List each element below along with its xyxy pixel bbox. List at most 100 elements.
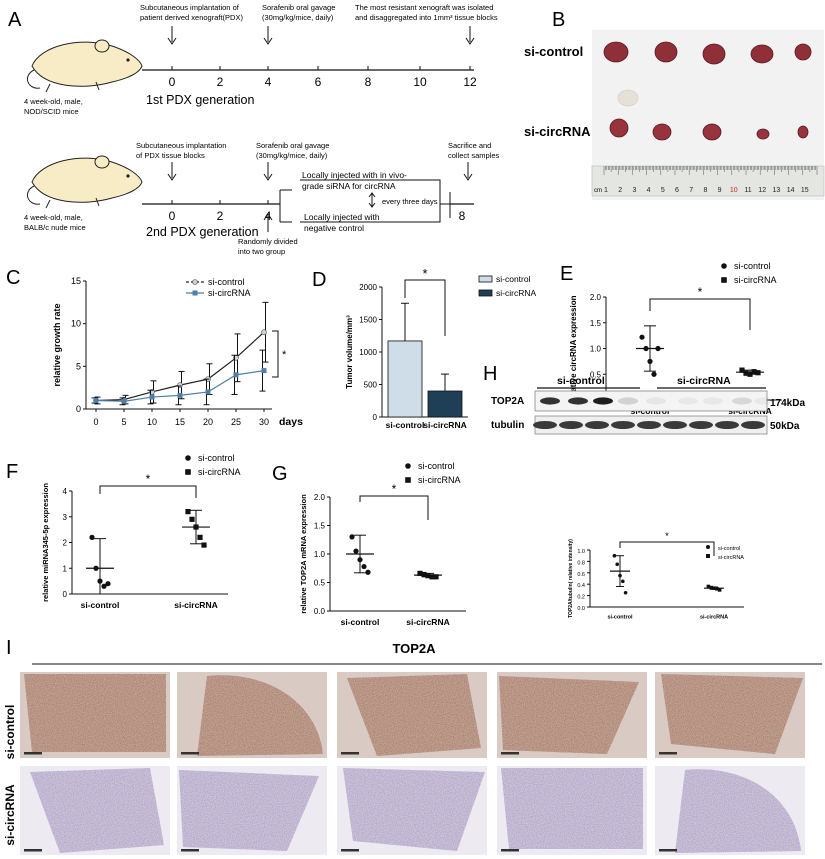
tumor-control: [750, 44, 774, 64]
panel-i: I TOP2A si-control si-circRNA: [3, 637, 822, 855]
legend-label: si-circRNA: [734, 275, 777, 285]
significance-star: *: [282, 349, 287, 361]
gen1-tick-label: 4: [265, 75, 272, 89]
ihc-tissue-base: [675, 769, 801, 853]
legend-label: si-circRNA: [198, 467, 241, 477]
gen1-tick-label: 8: [365, 75, 372, 89]
arrow-drug-2: [263, 162, 273, 181]
ihc-tissue: [661, 674, 803, 754]
data-point: [93, 565, 99, 571]
ruler-number: 3: [632, 187, 636, 194]
ruler-number: 6: [675, 187, 679, 194]
tumor-circrna: [797, 125, 809, 139]
data-point: [715, 586, 719, 591]
legend-swatch: [478, 289, 493, 297]
x-category-label: si-circRNA: [423, 420, 466, 430]
random-note-2: into two group: [238, 247, 285, 256]
data-point: [739, 367, 745, 373]
mouse1-line1: 4 week-old, male,: [24, 97, 83, 106]
x-category-label: si-control: [386, 420, 425, 430]
mouse2-line1: 4 week-old, male,: [24, 213, 83, 222]
y-tick-label: 15: [71, 276, 81, 286]
y-axis-label: TOP2A/tubulin( relative intensity): [568, 539, 574, 618]
panel-d: D 0 500 1000 1500 2000 Tumor volume/mm³ si-cont…: [312, 266, 536, 430]
y-tick-label: 5: [76, 361, 81, 371]
scale-bar: [501, 849, 519, 852]
legend-label: si-circRNA: [418, 475, 461, 485]
significance-bracket: [619, 541, 715, 556]
legend-label: si-control: [208, 277, 245, 287]
gen1-tick-label: 2: [217, 75, 224, 89]
panel-letter: F: [6, 461, 18, 483]
scale-bar: [181, 849, 199, 852]
y-tick-label: 0.5: [314, 579, 326, 588]
x-tick-label: 15: [175, 417, 185, 427]
series-line: [95, 331, 265, 402]
legend-label: si-control: [734, 261, 771, 271]
ruler-number: 4: [647, 187, 651, 194]
data-point: [639, 334, 645, 340]
timeline-1-ticks: 0 2 4 6 8 10 12: [169, 66, 477, 89]
gen2-implant-note-2: of PDX tissue blocks: [136, 151, 205, 160]
legend-swatch: [478, 275, 493, 283]
ihc-tissue-base: [343, 768, 485, 851]
data-point: [425, 573, 431, 579]
panel-f: F 0 1 2 3 4 relative miRNA345-5p expression si-…: [6, 453, 241, 610]
blot-band-tubulin: [741, 421, 765, 429]
arrow-implant-2: [167, 162, 177, 181]
tumor-control: [603, 41, 629, 63]
tumor-circrna: [702, 123, 722, 141]
x-tick-label: 10: [147, 417, 157, 427]
blot-band2-label: tubulin: [491, 420, 524, 431]
blot-band-tubulin: [715, 421, 739, 429]
legend-marker: [721, 263, 727, 269]
panel-g: G 0.0 0.5 1.0 1.5 2.0 relative TOP2A mRNA expr…: [272, 461, 466, 627]
ihc-tissue: [499, 676, 639, 754]
panel-h-blot: H si-control si-circRNA TOP2A tubulin 17…: [483, 363, 805, 435]
y-tick-label: 2.0: [314, 493, 326, 502]
y-tick-label: 1000: [359, 348, 377, 357]
photo-row2-label: si-circRNA: [524, 124, 591, 139]
ihc-tissue: [24, 674, 166, 752]
y-tick-label: 0: [373, 413, 378, 422]
panel-letter: D: [312, 269, 326, 291]
ruler-number: 5: [661, 187, 665, 194]
y-tick-label: 3: [63, 513, 68, 522]
scale-bar: [659, 849, 677, 852]
legend-marker: [706, 554, 710, 558]
x-tick-label: 0: [93, 417, 98, 427]
ihc-tissue-base: [347, 674, 481, 756]
panel-a: A 4 week-old, male, NOD/SCID mice 0 2 4 6 8 1…: [8, 3, 500, 256]
blot-band1-label: TOP2A: [491, 396, 524, 407]
significance-bracket: [272, 330, 279, 378]
ihc-row1-label: si-control: [3, 705, 17, 760]
gen2-label: 2nd PDX generation: [146, 225, 259, 239]
legend-marker: [192, 279, 198, 285]
legend-label: si-control: [198, 453, 235, 463]
ihc-title: TOP2A: [392, 641, 436, 656]
ihc-tissue-base: [197, 675, 323, 756]
box-bot-1: Locally injected with: [304, 212, 380, 222]
significance-bracket: [359, 495, 429, 520]
panel-letter: C: [6, 267, 20, 289]
ruler-number: 7: [689, 187, 693, 194]
legend-label: si-circRNA: [496, 288, 536, 298]
y-tick-label: 2: [63, 539, 68, 548]
ihc-tissue-base: [179, 770, 319, 851]
x-tick-label: 25: [231, 417, 241, 427]
legend-label: si-control: [718, 546, 740, 552]
tumor-control: [654, 41, 678, 63]
photo-row1-label: si-control: [524, 44, 583, 59]
data-point: [353, 548, 359, 554]
every-three-days-arrow: [368, 192, 376, 208]
panel-c: C 0 5 10 15 relative growth rate 0 5 10 15 20 25 30 d…: [6, 267, 303, 428]
y-tick-label: 1: [63, 564, 68, 573]
data-point: [743, 370, 749, 376]
tumor-circrna: [652, 123, 672, 141]
y-tick-label: 1.0: [577, 549, 585, 555]
gen2-sacrifice-note-2: collect samples: [448, 151, 500, 160]
legend-marker: [185, 469, 191, 475]
y-tick-label: 4: [63, 487, 68, 496]
ruler-number: 15: [801, 187, 809, 194]
y-tick-label: 0.5: [590, 370, 602, 379]
